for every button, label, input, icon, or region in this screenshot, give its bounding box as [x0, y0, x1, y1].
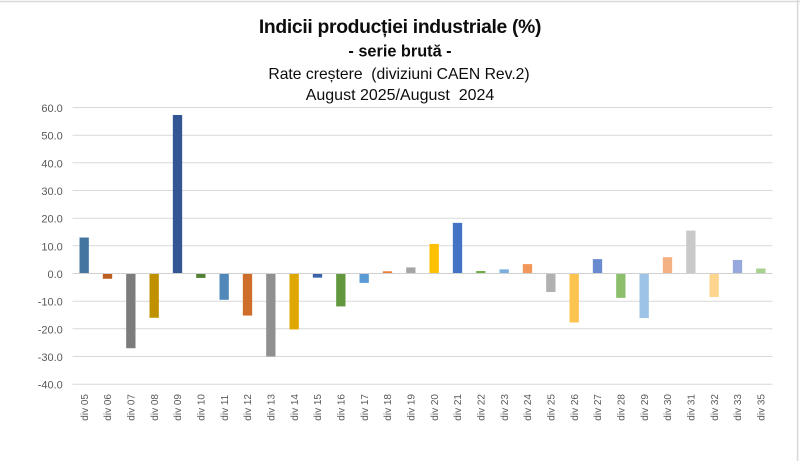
svg-text:10.0: 10.0 — [41, 241, 62, 253]
svg-text:div 12: div 12 — [243, 394, 254, 421]
svg-text:div 09: div 09 — [173, 394, 184, 421]
svg-text:60.0: 60.0 — [41, 103, 62, 115]
svg-text:div 31: div 31 — [686, 394, 697, 421]
svg-text:div 06: div 06 — [103, 394, 114, 421]
svg-text:div 27: div 27 — [593, 394, 604, 421]
svg-text:div 21: div 21 — [453, 394, 464, 421]
svg-text:div 16: div 16 — [336, 394, 347, 421]
svg-text:div 10: div 10 — [196, 394, 207, 421]
svg-text:0.0: 0.0 — [48, 269, 63, 281]
svg-text:div 08: div 08 — [150, 394, 161, 421]
svg-text:-30.0: -30.0 — [38, 352, 63, 364]
svg-text:div 05: div 05 — [80, 394, 91, 421]
svg-text:div 26: div 26 — [570, 394, 581, 421]
svg-text:- serie brută -: - serie brută - — [348, 43, 451, 61]
svg-text:div 17: div 17 — [360, 394, 371, 421]
svg-text:50.0: 50.0 — [41, 131, 62, 143]
svg-text:div 07: div 07 — [126, 394, 137, 421]
svg-text:div 15: div 15 — [313, 394, 324, 421]
svg-text:div 35: div 35 — [756, 394, 767, 421]
svg-text:div 32: div 32 — [710, 394, 721, 421]
svg-text:30.0: 30.0 — [41, 186, 62, 198]
svg-text:-40.0: -40.0 — [38, 380, 63, 392]
svg-text:div 28: div 28 — [616, 394, 627, 421]
svg-text:div 25: div 25 — [546, 394, 557, 421]
svg-text:div 19: div 19 — [406, 394, 417, 421]
svg-text:div 11: div 11 — [220, 394, 231, 420]
svg-text:-20.0: -20.0 — [38, 324, 63, 336]
svg-text:Indicii producției industriale: Indicii producției industriale (%) — [259, 17, 541, 38]
svg-text:div 30: div 30 — [663, 394, 674, 421]
svg-text:20.0: 20.0 — [41, 214, 62, 226]
svg-text:div 13: div 13 — [266, 394, 277, 421]
svg-text:div 23: div 23 — [500, 394, 511, 421]
svg-text:div 14: div 14 — [290, 394, 301, 421]
svg-text:40.0: 40.0 — [41, 158, 62, 170]
svg-text:-10.0: -10.0 — [38, 297, 63, 309]
svg-text:div 20: div 20 — [430, 394, 441, 421]
svg-text:div 18: div 18 — [383, 394, 394, 421]
svg-text:div 29: div 29 — [640, 394, 651, 421]
svg-text:Rate creștere (diviziuni CAEN: Rate creștere (diviziuni CAEN Rev.2) — [268, 66, 529, 83]
svg-text:div 22: div 22 — [476, 394, 487, 421]
svg-text:div 24: div 24 — [523, 394, 534, 421]
svg-text:div 33: div 33 — [733, 394, 744, 421]
svg-text:August 2025/August 2024: August 2025/August 2024 — [306, 87, 495, 104]
